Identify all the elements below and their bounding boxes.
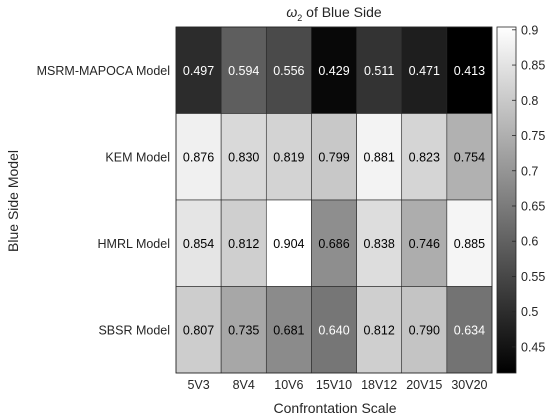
cell-value-label: 0.471 [409,64,440,78]
heatmap-cell [356,286,403,374]
heatmap-cell [401,286,448,374]
colorbar-tick-label: 0.65 [521,199,545,213]
x-tick-label: 20V15 [406,378,442,392]
heatmap-cell [220,113,267,201]
heatmap-cell [446,199,493,287]
x-tick-label: 8V4 [233,378,255,392]
chart-title-base: ω [286,4,297,20]
chart-title-rest: of Blue Side [302,4,382,20]
heatmap-cell [311,286,357,374]
heatmap-cell [265,286,312,374]
colorbar-tick-label: 0.9 [521,23,538,37]
cell-value-label: 0.634 [454,323,485,337]
colorbar-tick-label: 0.6 [521,235,538,249]
cell-value-label: 0.511 [364,64,394,78]
cell-value-label: 0.681 [273,323,304,337]
y-tick-label: SBSR Model [98,323,170,337]
colorbar-tick-label: 0.8 [521,94,538,108]
cell-value-label: 0.823 [409,150,440,164]
x-tick-label: 30V20 [451,378,487,392]
heatmap-cell [220,199,267,287]
cell-value-label: 0.812 [364,323,395,337]
heatmap-cell [446,286,493,374]
cell-value-label: 0.413 [454,64,485,78]
heatmap-cell [220,286,267,374]
heatmap-cell [265,113,312,201]
cell-value-label: 0.754 [454,150,485,164]
cell-value-label: 0.854 [183,237,214,251]
x-tick-label: 10V6 [274,378,303,392]
heatmap-cell-labels: 0.497 0.594 0.556 0.429 0.511 0.471 0.413 0.876… [183,64,485,338]
colorbar-tick-label: 0.55 [521,270,545,284]
x-axis-label: Confrontation Scale [274,400,397,416]
chart-title-subscript: 2 [297,13,302,23]
chart-title: ω2 of Blue Side [286,4,382,23]
cell-value-label: 0.819 [273,150,304,164]
cell-value-label: 0.830 [228,150,259,164]
plot-frame [175,26,493,374]
heatmap-cell [311,199,357,287]
cell-value-label: 0.735 [228,323,259,337]
x-tick-label: 15V10 [316,378,352,392]
heatmap-cell [220,26,267,114]
colorbar-tick-label: 0.85 [521,59,545,73]
y-tick-label: KEM Model [105,150,170,164]
cell-value-label: 0.746 [409,237,440,251]
x-tick-label: 18V12 [361,378,397,392]
y-tick-label: HMRL Model [98,237,170,251]
colorbar-tick-label: 0.75 [521,129,545,143]
colorbar-tick-label: 0.45 [521,340,545,354]
colorbar-tick-label: 0.7 [521,164,538,178]
y-tick-label: MSRM-MAPOCA Model [37,64,170,78]
x-axis-ticks: 5V3 8V4 10V6 15V10 18V12 20V15 30V20 [187,378,487,392]
colorbar-gradient [496,26,517,374]
colorbar-tick-label: 0.5 [521,305,538,319]
colorbar: 0.45 0.5 0.55 0.6 0.65 0.7 0.75 0.8 0.85 0.9 [496,23,545,374]
heatmap-cell [175,113,222,201]
heatmap-cell [356,199,403,287]
cell-value-label: 0.497 [183,64,214,78]
heatmap-cell [401,199,448,287]
cell-value-label: 0.686 [318,237,349,251]
cell-value-label: 0.881 [364,150,395,164]
cell-value-label: 0.885 [454,237,485,251]
cell-value-label: 0.807 [183,323,214,337]
cell-value-label: 0.640 [318,323,349,337]
cell-value-label: 0.594 [228,64,259,78]
cell-value-label: 0.429 [318,64,349,78]
cell-value-label: 0.838 [364,237,395,251]
cell-value-label: 0.790 [409,323,440,337]
y-axis-label: Blue Side Model [5,150,21,252]
heatmap-cell [401,113,448,201]
cell-value-label: 0.799 [318,150,349,164]
cell-value-label: 0.904 [273,237,304,251]
heatmap-cell [265,199,312,287]
cell-value-label: 0.812 [228,237,259,251]
heatmap-cell [356,113,403,201]
x-tick-label: 5V3 [187,378,209,392]
heatmap-cell [311,113,357,201]
heatmap-cells [175,26,493,374]
y-axis-ticks: MSRM-MAPOCA Model KEM Model HMRL Model SBSR… [37,64,170,338]
heatmap-cell [175,199,222,287]
cell-value-label: 0.556 [273,64,304,78]
cell-value-label: 0.876 [183,150,214,164]
